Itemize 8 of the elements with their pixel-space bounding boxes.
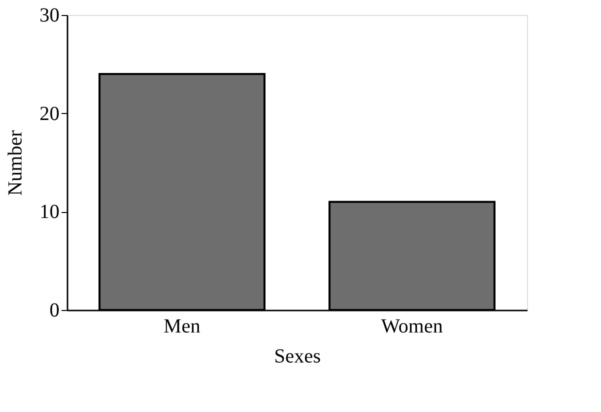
y-axis-title: Number	[4, 130, 26, 196]
y-tick-label: 0	[50, 300, 60, 322]
x-tick-label: Men	[164, 316, 200, 338]
x-tick-label: Women	[381, 316, 443, 338]
x-axis-title: Sexes	[274, 346, 322, 368]
y-tick-label: 20	[40, 102, 60, 125]
y-tick-label: 30	[40, 4, 60, 26]
y-tick-label: 10	[40, 201, 60, 224]
